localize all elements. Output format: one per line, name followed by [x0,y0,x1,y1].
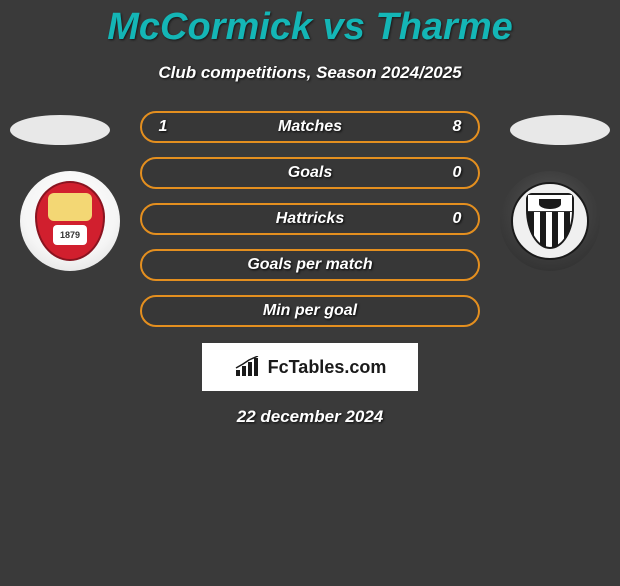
stat-row-hattricks: Hattricks 0 [140,203,480,235]
stat-label: Hattricks [170,210,450,228]
bar-chart-icon [234,356,262,378]
swindon-crest-icon [35,181,105,261]
stat-right-value: 0 [450,210,464,228]
stat-label: Goals [170,164,450,182]
stat-label: Min per goal [170,302,450,320]
player-slot-left [10,115,110,145]
page-subtitle: Club competitions, Season 2024/2025 [0,63,620,83]
stat-row-min-per-goal: Min per goal [140,295,480,327]
comparison-area: 1 Matches 8 Goals 0 Hattricks 0 Goals pe… [0,111,620,427]
team-logo-left [20,171,120,271]
stat-row-goals-per-match: Goals per match [140,249,480,281]
stat-rows: 1 Matches 8 Goals 0 Hattricks 0 Goals pe… [140,111,480,327]
branding-text: FcTables.com [268,357,387,378]
page-title: McCormick vs Tharme [0,6,620,49]
date-text: 22 december 2024 [0,407,620,427]
stat-right-value: 8 [450,118,464,136]
stat-row-matches: 1 Matches 8 [140,111,480,143]
branding-banner: FcTables.com [202,343,418,391]
team-logo-right [500,171,600,271]
player-slot-right [510,115,610,145]
stat-label: Matches [170,118,450,136]
grimsby-crest-icon [511,182,589,260]
stat-left-value: 1 [156,118,170,136]
stat-label: Goals per match [170,256,450,274]
stat-right-value: 0 [450,164,464,182]
stat-row-goals: Goals 0 [140,157,480,189]
